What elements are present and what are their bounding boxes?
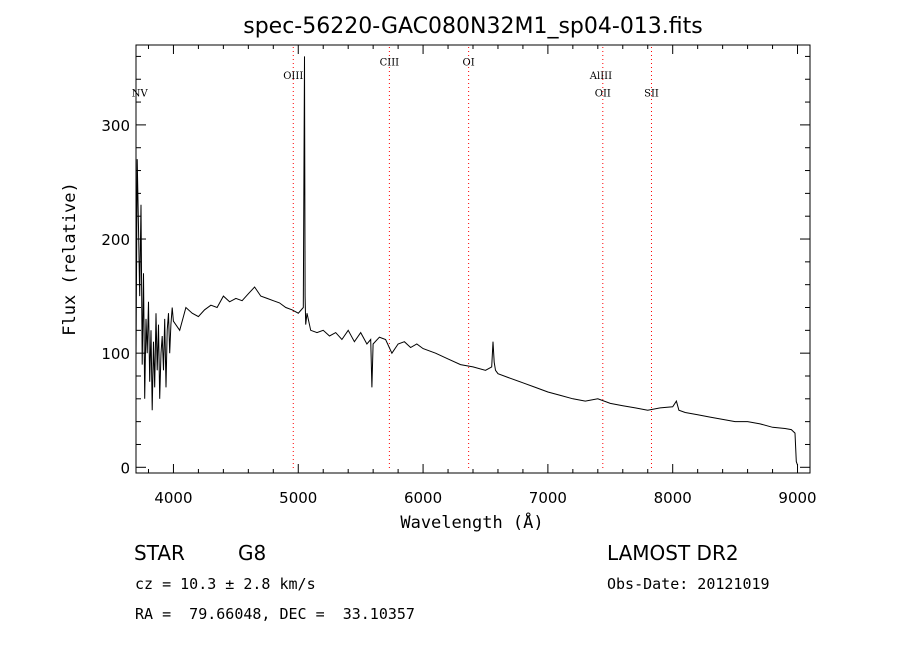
- x-tick-label: 6000: [404, 489, 442, 507]
- coordinates: RA = 79.66048, DEC = 33.10357: [135, 605, 415, 623]
- y-tick-label: 200: [101, 231, 130, 249]
- line-annotation: AlIII: [589, 71, 612, 82]
- line-annotation: SII: [644, 88, 659, 99]
- chart-title: spec-56220-GAC080N32M1_sp04-013.fits: [243, 14, 703, 39]
- x-tick-label: 7000: [529, 489, 567, 507]
- line-annotation: OI: [463, 58, 475, 69]
- line-annotation: CIII: [380, 58, 400, 69]
- line-annotation: OII: [595, 88, 611, 99]
- plot-frame: [135, 44, 811, 474]
- x-axis-label: Wavelength (Å): [400, 511, 543, 533]
- object-subclass: G8: [238, 541, 267, 565]
- x-tick-label: 8000: [654, 489, 692, 507]
- y-tick-label: 0: [120, 459, 130, 477]
- x-tick-label: 4000: [154, 489, 192, 507]
- survey-name: LAMOST DR2: [607, 541, 739, 565]
- y-axis-label: Flux (relative): [60, 182, 80, 336]
- obs-date: Obs-Date: 20121019: [607, 575, 770, 593]
- line-annotation: NV: [132, 88, 149, 99]
- y-tick-label: 100: [101, 345, 130, 363]
- object-class: STAR: [134, 541, 185, 565]
- spectrum-line: [135, 56, 798, 466]
- x-tick-label: 9000: [778, 489, 816, 507]
- y-tick-label: 300: [101, 117, 130, 135]
- x-tick-label: 5000: [279, 489, 317, 507]
- redshift-cz: cz = 10.3 ± 2.8 km/s: [135, 575, 316, 593]
- line-annotation: OIII: [283, 71, 303, 82]
